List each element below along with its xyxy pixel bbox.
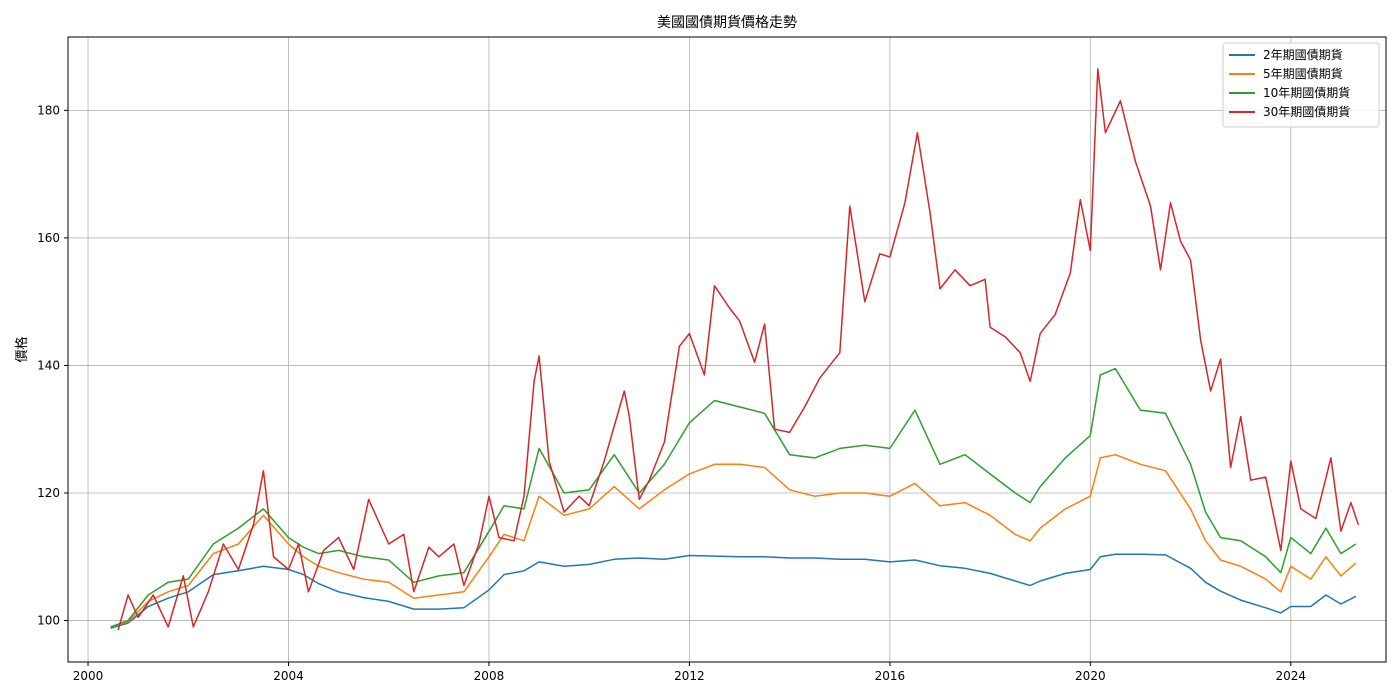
y-tick-label: 160 [37,231,60,245]
x-tick-label: 2012 [674,669,705,683]
series-line-1 [110,553,1357,629]
x-tick-label: 2008 [474,669,505,683]
y-tick-label: 180 [37,103,60,117]
legend: 2年期國債期貨 5年期國債期貨 10年期國債期貨 30年期國債期貨 [1222,42,1380,128]
x-axis-ticks: 2000 2004 2008 2012 2016 2020 2024 [73,662,1306,683]
series-lines [110,68,1360,631]
grid [68,37,1386,662]
y-tick-label: 120 [37,486,60,500]
x-tick-label: 2016 [875,669,906,683]
x-tick-label: 2020 [1075,669,1106,683]
chart-title: 美國國債期貨價格走勢 [657,14,797,31]
series-line-2 [110,453,1357,628]
series-line-4 [117,68,1360,631]
legend-label: 30年期國債期貨 [1263,104,1350,119]
y-axis-title: 價格 [14,336,30,362]
y-tick-label: 140 [37,358,60,372]
x-tick-label: 2024 [1276,669,1307,683]
x-tick-label: 2000 [73,669,104,683]
plot-frame [67,36,1387,663]
x-tick-label: 2004 [273,669,304,683]
series-line-3 [110,367,1357,628]
y-axis-ticks: 100 120 140 160 180 [37,103,68,628]
legend-box [1222,42,1380,128]
legend-label: 2年期國債期貨 [1263,47,1343,62]
y-tick-label: 100 [37,614,60,628]
legend-label: 10年期國債期貨 [1263,85,1350,100]
legend-label: 5年期國債期貨 [1263,66,1343,81]
